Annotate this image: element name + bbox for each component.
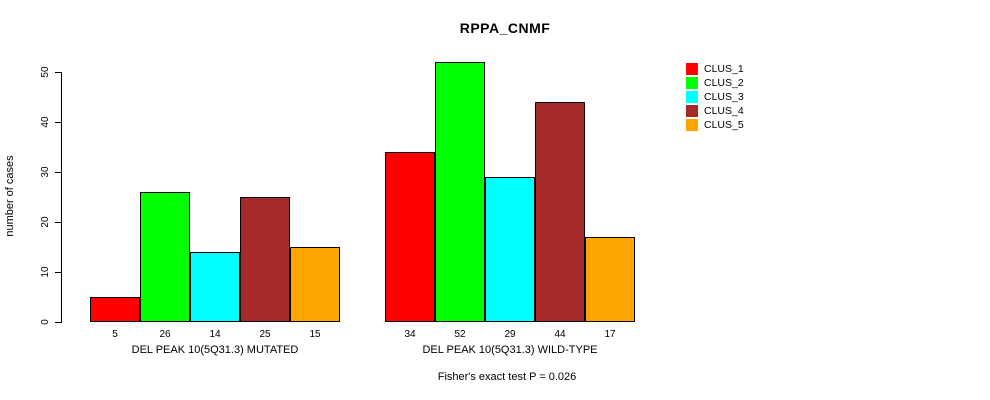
bar-clus_1 — [90, 297, 140, 322]
legend-swatch — [686, 91, 698, 103]
legend-item: CLUS_1 — [686, 62, 744, 76]
bar-value-label: 17 — [604, 329, 616, 340]
bar-clus_4 — [535, 102, 585, 322]
y-tick-mark — [55, 272, 61, 273]
y-tick-label: 10 — [40, 266, 51, 278]
bar-value-label: 15 — [309, 329, 321, 340]
chart-title: RPPA_CNMF — [459, 20, 551, 36]
legend-label: CLUS_1 — [704, 63, 744, 75]
bar-value-label: 5 — [112, 329, 118, 340]
bar-clus_2 — [140, 192, 190, 322]
legend-item: CLUS_2 — [686, 76, 744, 90]
fisher-test-caption: Fisher's exact test P = 0.026 — [437, 371, 577, 383]
bar-value-label: 34 — [404, 329, 416, 340]
y-tick-mark — [55, 122, 61, 123]
legend-label: CLUS_5 — [704, 119, 744, 131]
bar-clus_2 — [435, 62, 485, 322]
legend-swatch — [686, 105, 698, 117]
bar-clus_3 — [485, 177, 535, 322]
y-tick-label: 50 — [40, 66, 51, 78]
y-tick-label: 30 — [40, 166, 51, 178]
legend-item: CLUS_3 — [686, 90, 744, 104]
bar-value-label: 29 — [504, 329, 516, 340]
legend-item: CLUS_5 — [686, 118, 744, 132]
bar-clus_1 — [385, 152, 435, 322]
bar-clus_5 — [585, 237, 635, 322]
y-tick-mark — [55, 172, 61, 173]
y-tick-label: 0 — [40, 319, 51, 325]
legend: CLUS_1 CLUS_2 CLUS_3 CLUS_4 CLUS_5 — [686, 62, 744, 132]
bar-clus_5 — [290, 247, 340, 322]
legend-swatch — [686, 63, 698, 75]
legend-swatch — [686, 119, 698, 131]
bar-value-label: 44 — [554, 329, 566, 340]
legend-label: CLUS_2 — [704, 77, 744, 89]
y-tick-label: 20 — [40, 216, 51, 228]
y-axis-title: number of cases — [4, 155, 16, 237]
legend-item: CLUS_4 — [686, 104, 744, 118]
bar-value-label: 14 — [209, 329, 221, 340]
legend-label: CLUS_3 — [704, 91, 744, 103]
y-axis-line — [61, 72, 62, 323]
y-tick-mark — [55, 72, 61, 73]
legend-swatch — [686, 77, 698, 89]
group-label: DEL PEAK 10(5Q31.3) WILD-TYPE — [422, 344, 598, 356]
group-label: DEL PEAK 10(5Q31.3) MUTATED — [131, 344, 299, 356]
bar-value-label: 25 — [259, 329, 271, 340]
bar-value-label: 52 — [454, 329, 466, 340]
y-tick-label: 40 — [40, 116, 51, 128]
y-tick-mark — [55, 322, 61, 323]
bar-value-label: 26 — [159, 329, 171, 340]
bar-clus_4 — [240, 197, 290, 322]
y-tick-mark — [55, 222, 61, 223]
legend-label: CLUS_4 — [704, 105, 744, 117]
bar-clus_3 — [190, 252, 240, 322]
